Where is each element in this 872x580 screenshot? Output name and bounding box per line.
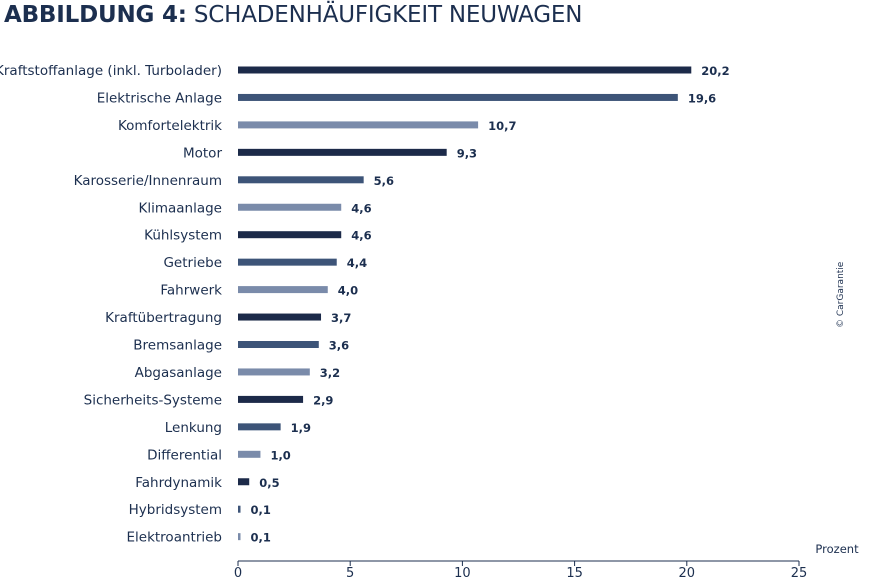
bar: [238, 478, 250, 486]
bar: [238, 341, 319, 348]
x-axis-label: Prozent: [815, 542, 859, 556]
bar: [238, 121, 479, 129]
bar: [238, 313, 322, 321]
bar: [238, 93, 678, 101]
value-label: 2,9: [313, 393, 333, 407]
bar: [238, 176, 364, 184]
bar: [238, 450, 261, 458]
value-label: 3,6: [329, 339, 349, 353]
value-label: 4,4: [347, 256, 367, 270]
x-tick-label: 20: [679, 566, 696, 580]
category-label: Klimaanlage: [138, 200, 222, 216]
bar: [238, 395, 304, 403]
category-label: Elektroantrieb: [126, 530, 222, 546]
bar: [238, 66, 692, 74]
category-label: Kraftstoffanlage (inkl. Turbolader): [0, 63, 222, 79]
category-label: Kühlsystem: [144, 228, 222, 244]
chart-title: ABBILDUNG 4: SCHADENHÄUFIGKEIT NEUWAGEN: [4, 2, 582, 28]
value-label: 0,1: [251, 531, 271, 545]
category-label: Karosserie/Innenraum: [74, 173, 222, 189]
value-label: 20,2: [701, 64, 729, 78]
value-label: 0,1: [251, 503, 271, 517]
title-main: SCHADENHÄUFIGKEIT NEUWAGEN: [193, 2, 583, 28]
category-label: Fahrwerk: [160, 283, 222, 299]
title-prefix: ABBILDUNG 4:: [4, 2, 187, 28]
bar: [238, 368, 310, 376]
category-label: Getriebe: [163, 255, 222, 271]
category-label: Fahrdynamik: [135, 475, 222, 491]
category-label: Kraftübertragung: [105, 310, 222, 326]
category-label: Bremsanlage: [133, 338, 222, 354]
value-label: 4,6: [351, 201, 371, 215]
x-tick-label: 0: [234, 566, 242, 580]
bar: [238, 533, 241, 541]
value-label: 1,9: [291, 421, 311, 435]
bar: [238, 203, 342, 211]
value-label: 4,6: [351, 229, 371, 243]
value-label: 5,6: [374, 174, 394, 188]
category-label: Differential: [147, 447, 222, 463]
category-label: Abgasanlage: [135, 365, 222, 381]
bar: [238, 286, 328, 294]
value-label: 3,2: [320, 366, 340, 380]
x-tick-label: 10: [454, 566, 471, 580]
bar: [238, 148, 447, 156]
category-label: Motor: [183, 145, 222, 161]
copyright-credit: © CarGarantie: [836, 261, 846, 328]
x-tick-label: 25: [791, 566, 808, 580]
category-label: Hybridsystem: [129, 502, 222, 518]
value-label: 1,0: [270, 448, 290, 462]
category-label: Lenkung: [165, 420, 222, 436]
value-label: 0,5: [259, 476, 279, 490]
value-label: 4,0: [338, 284, 358, 298]
bar: [238, 231, 342, 239]
value-label: 10,7: [488, 119, 516, 133]
x-tick-label: 15: [566, 566, 583, 580]
bar: [238, 505, 241, 513]
bar: [238, 258, 337, 266]
category-label: Komfortelektrik: [118, 118, 222, 134]
value-label: 3,7: [331, 311, 351, 325]
x-tick-label: 5: [346, 566, 354, 580]
category-label: Sicherheits-Systeme: [84, 392, 222, 408]
value-label: 9,3: [457, 146, 477, 160]
value-label: 19,6: [688, 91, 716, 105]
bar: [238, 423, 281, 431]
category-label: Elektrische Anlage: [97, 90, 222, 106]
